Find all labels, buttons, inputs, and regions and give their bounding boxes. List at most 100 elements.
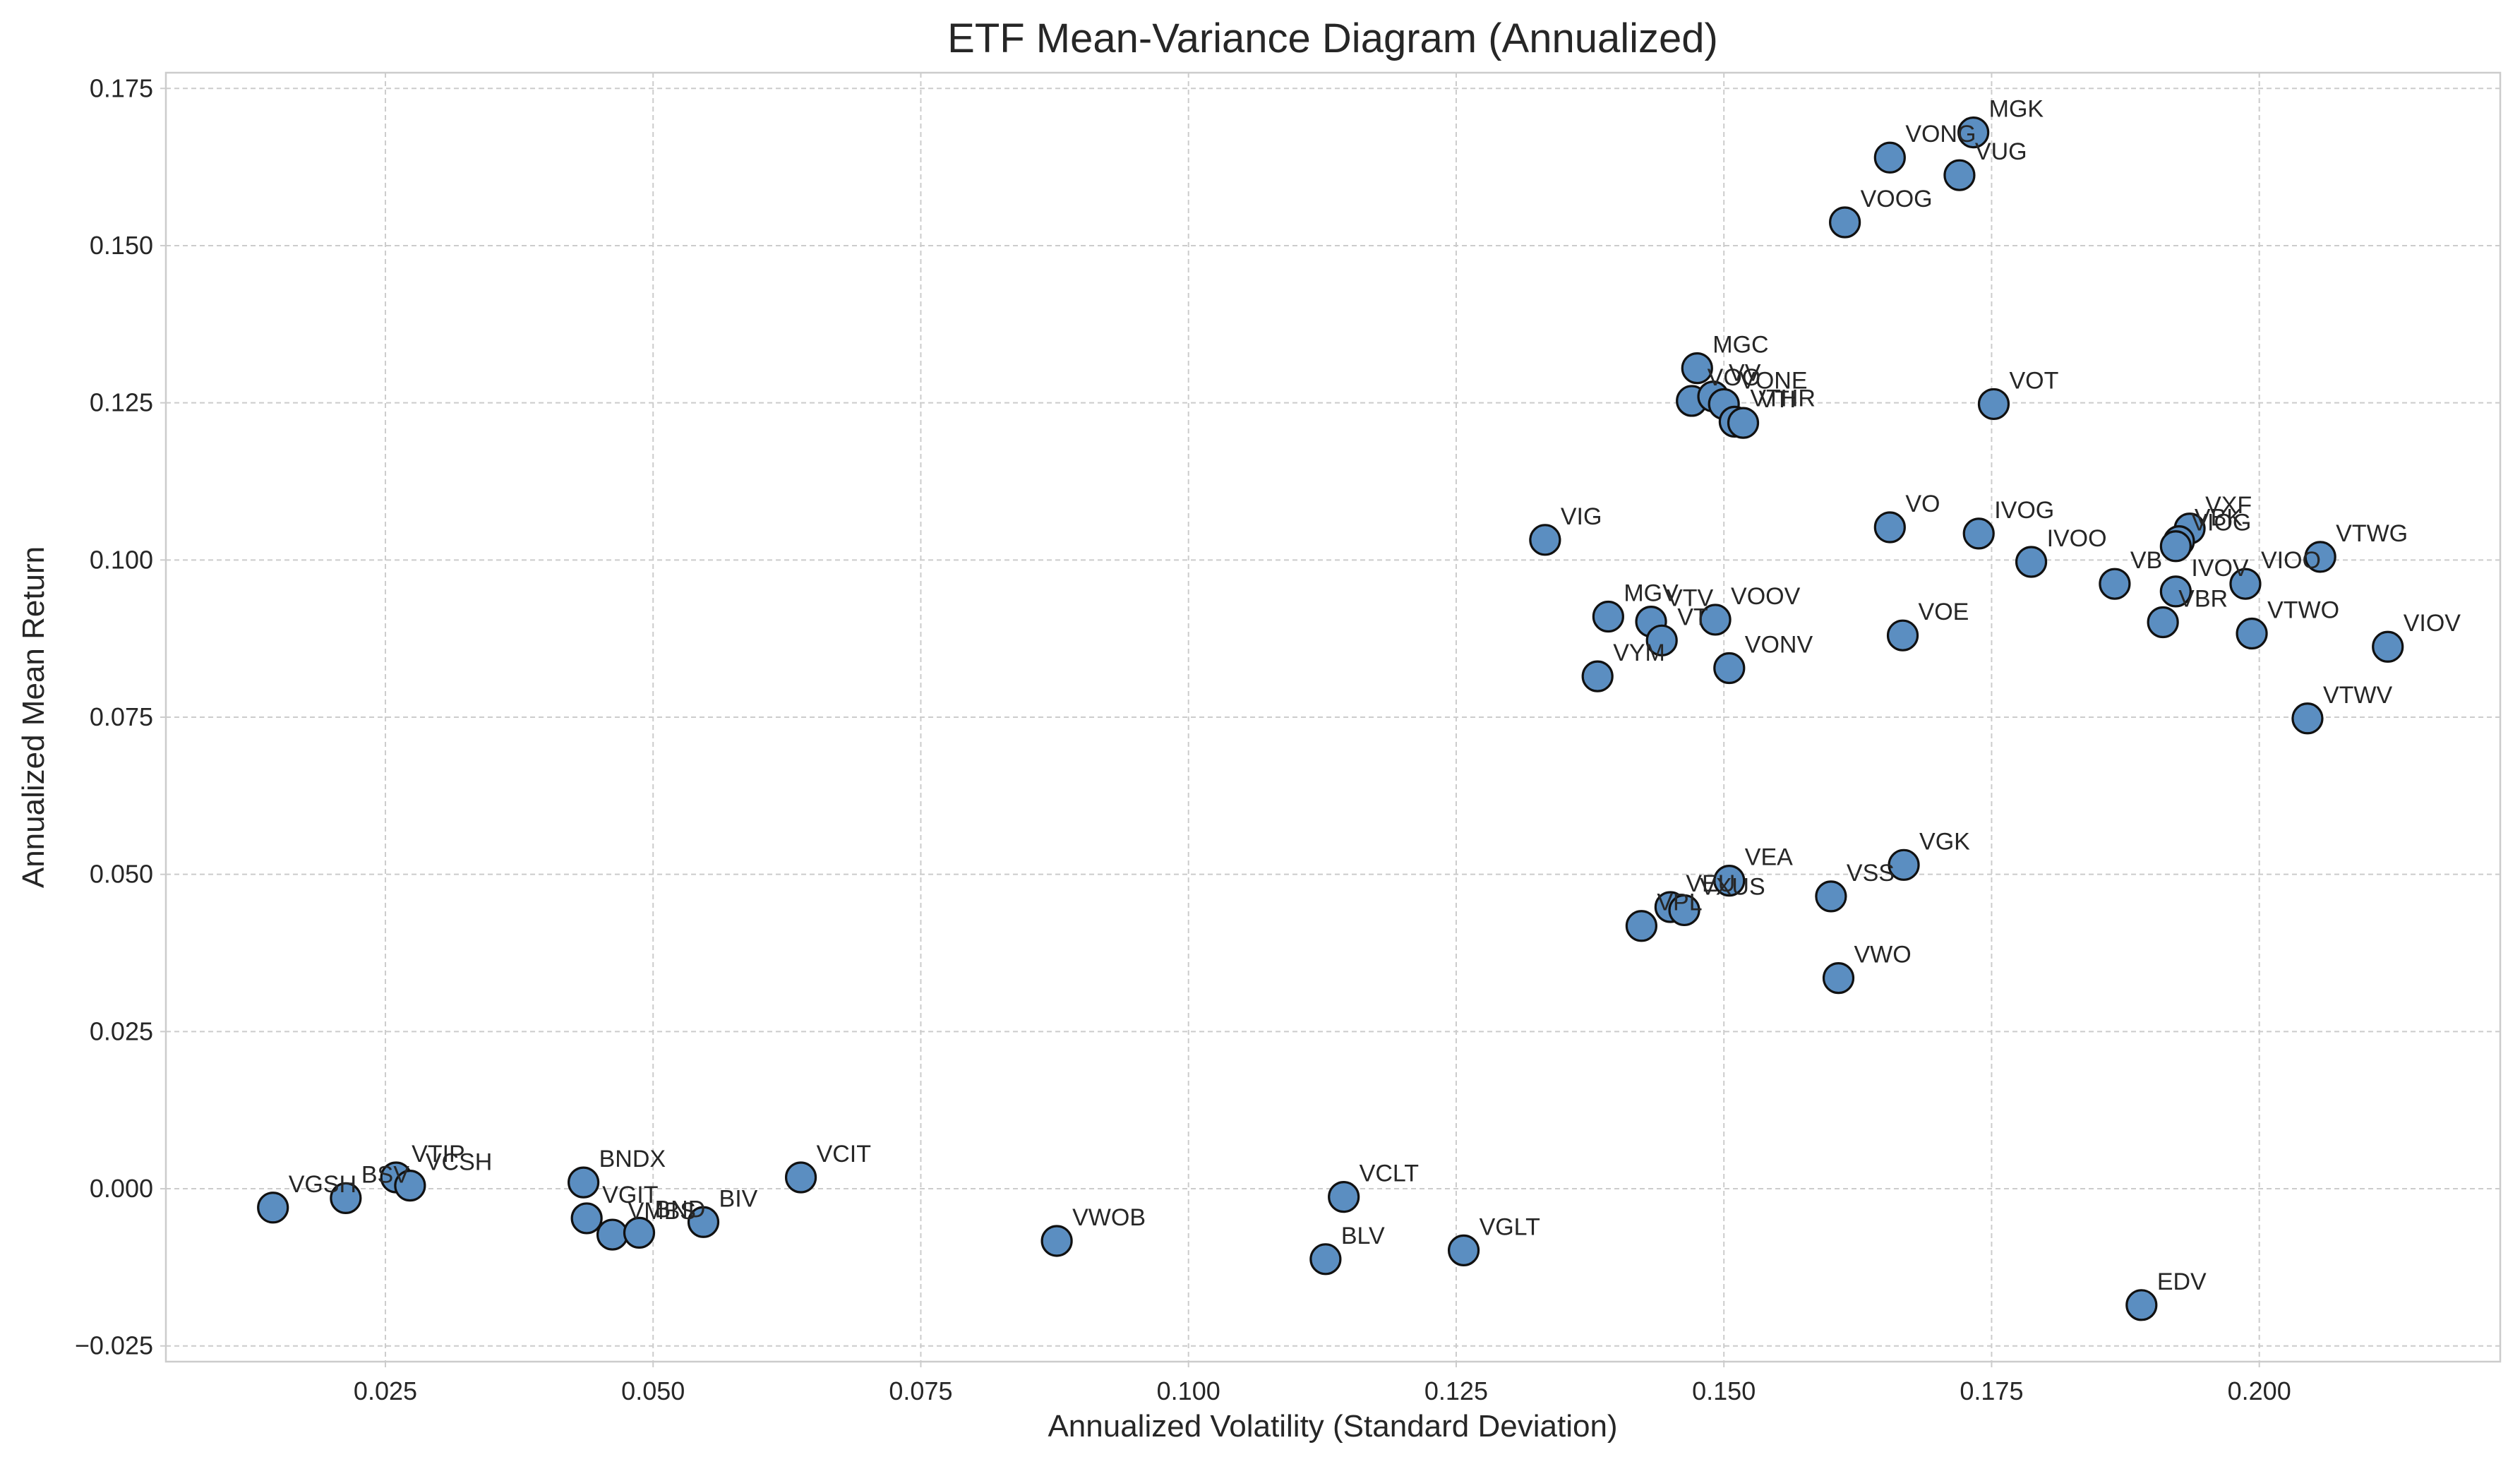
point-label: VOT — [2009, 367, 2058, 394]
data-point — [2099, 568, 2131, 600]
data-point — [1977, 388, 2010, 421]
point-label: VOOV — [1731, 583, 1801, 610]
tick-labels: 0.025 0.050 0.075 0.100 0.125 0.150 0.175 0.200… — [75, 73, 2291, 1405]
point-label: MGV — [1624, 580, 1679, 606]
data-point — [1581, 660, 1614, 692]
data-point — [2304, 541, 2336, 573]
point-label: VWOB — [1072, 1204, 1146, 1231]
point-label: VV — [1729, 360, 1761, 387]
data-point — [1040, 1225, 1073, 1257]
y-tick-label: 0.150 — [90, 231, 153, 260]
point-label: VEU — [1686, 870, 1735, 897]
point-label: VTWV — [2323, 682, 2393, 709]
point-label: VO — [1905, 491, 1940, 517]
data-point — [1815, 880, 1847, 913]
point-label: VBK — [2195, 505, 2243, 532]
point-label: MGC — [1712, 332, 1768, 359]
data-point — [1886, 619, 1919, 652]
data-point — [2159, 575, 2192, 608]
point-label: VGIT — [602, 1182, 658, 1208]
data-point — [1888, 848, 1920, 881]
data-point — [1957, 116, 1990, 149]
data-point — [1873, 141, 1906, 174]
point-label: VGK — [1919, 828, 1970, 855]
data-point — [570, 1202, 603, 1235]
data-point — [394, 1169, 426, 1202]
point-label: VIOO — [2261, 547, 2321, 574]
y-tick-label: 0.100 — [90, 545, 153, 574]
point-label: VSS — [1847, 860, 1895, 887]
point-label: VT — [1677, 604, 1708, 630]
data-points — [257, 116, 2404, 1321]
x-tick-label: 0.200 — [2228, 1376, 2291, 1405]
data-point — [1713, 652, 1746, 685]
point-label: VMBS — [628, 1198, 696, 1225]
y-axis-label: Annualized Mean Return — [16, 546, 51, 888]
data-point — [1727, 407, 1760, 439]
x-axis-label: Annualized Volatility (Standard Deviatio… — [1048, 1409, 1617, 1444]
x-tick-label: 0.125 — [1424, 1376, 1488, 1405]
data-point — [623, 1216, 656, 1249]
point-label: VOE — [1919, 599, 1969, 625]
data-point — [2125, 1289, 2158, 1321]
x-tick-label: 0.100 — [1157, 1376, 1220, 1405]
data-point — [330, 1182, 362, 1215]
point-label: VGSH — [289, 1171, 356, 1198]
data-point — [1645, 624, 1678, 656]
y-tick-label: 0.125 — [90, 388, 153, 417]
point-label: VTWO — [2267, 597, 2339, 624]
y-tick-label: −0.025 — [75, 1331, 153, 1360]
data-point — [687, 1206, 720, 1238]
data-point — [1873, 511, 1906, 544]
data-point — [1668, 894, 1700, 927]
data-point — [784, 1161, 817, 1194]
point-label: VXF — [2205, 492, 2252, 519]
point-label: BIV — [719, 1185, 758, 1212]
data-point — [1309, 1243, 1342, 1276]
point-label: VEA — [1745, 844, 1793, 871]
data-point — [2147, 606, 2179, 639]
data-point — [1681, 352, 1713, 385]
grid — [166, 73, 2500, 1362]
data-point — [2236, 617, 2268, 650]
point-label: IVOO — [2047, 525, 2107, 552]
data-point — [1822, 962, 1855, 995]
data-point — [1529, 524, 1561, 556]
point-label: BSV — [361, 1161, 409, 1188]
y-tick-label: 0.000 — [90, 1174, 153, 1203]
chart-title: ETF Mean-Variance Diagram (Annualized) — [947, 16, 1718, 61]
data-point — [2159, 530, 2192, 563]
point-label: VTWG — [2336, 520, 2408, 547]
point-label: VIG — [1561, 503, 1602, 530]
point-label: VIOV — [2404, 610, 2461, 637]
x-tick-label: 0.150 — [1692, 1376, 1756, 1405]
data-point — [2015, 546, 2048, 578]
x-tick-label: 0.025 — [354, 1376, 417, 1405]
x-tick-label: 0.175 — [1960, 1376, 2023, 1405]
data-point — [257, 1192, 289, 1224]
data-point — [1713, 864, 1746, 897]
point-label: VUG — [1975, 138, 2027, 165]
point-label: IVOG — [1994, 497, 2054, 524]
data-point — [1592, 600, 1624, 633]
point-label: VONV — [1745, 632, 1813, 659]
point-label: VTHR — [1750, 385, 1816, 412]
data-point — [1447, 1234, 1480, 1266]
y-tick-label: 0.050 — [90, 860, 153, 889]
y-tick-label: 0.075 — [90, 702, 153, 731]
point-label: VPL — [1657, 889, 1702, 916]
data-point — [1943, 159, 1976, 191]
point-label: MGK — [1989, 96, 2044, 123]
point-label: VWO — [1854, 942, 1912, 968]
point-label: VCLT — [1360, 1160, 1419, 1187]
point-label: EDV — [2157, 1268, 2207, 1295]
point-label: BNDX — [599, 1146, 666, 1172]
y-tick-label: 0.025 — [90, 1016, 153, 1045]
point-label: VB — [2130, 547, 2162, 574]
point-label: VCIT — [817, 1141, 871, 1168]
point-label: VONE — [1739, 367, 1807, 394]
point-label: VBR — [2178, 585, 2228, 612]
point-label: VYM — [1613, 640, 1665, 666]
data-point — [2372, 630, 2404, 663]
